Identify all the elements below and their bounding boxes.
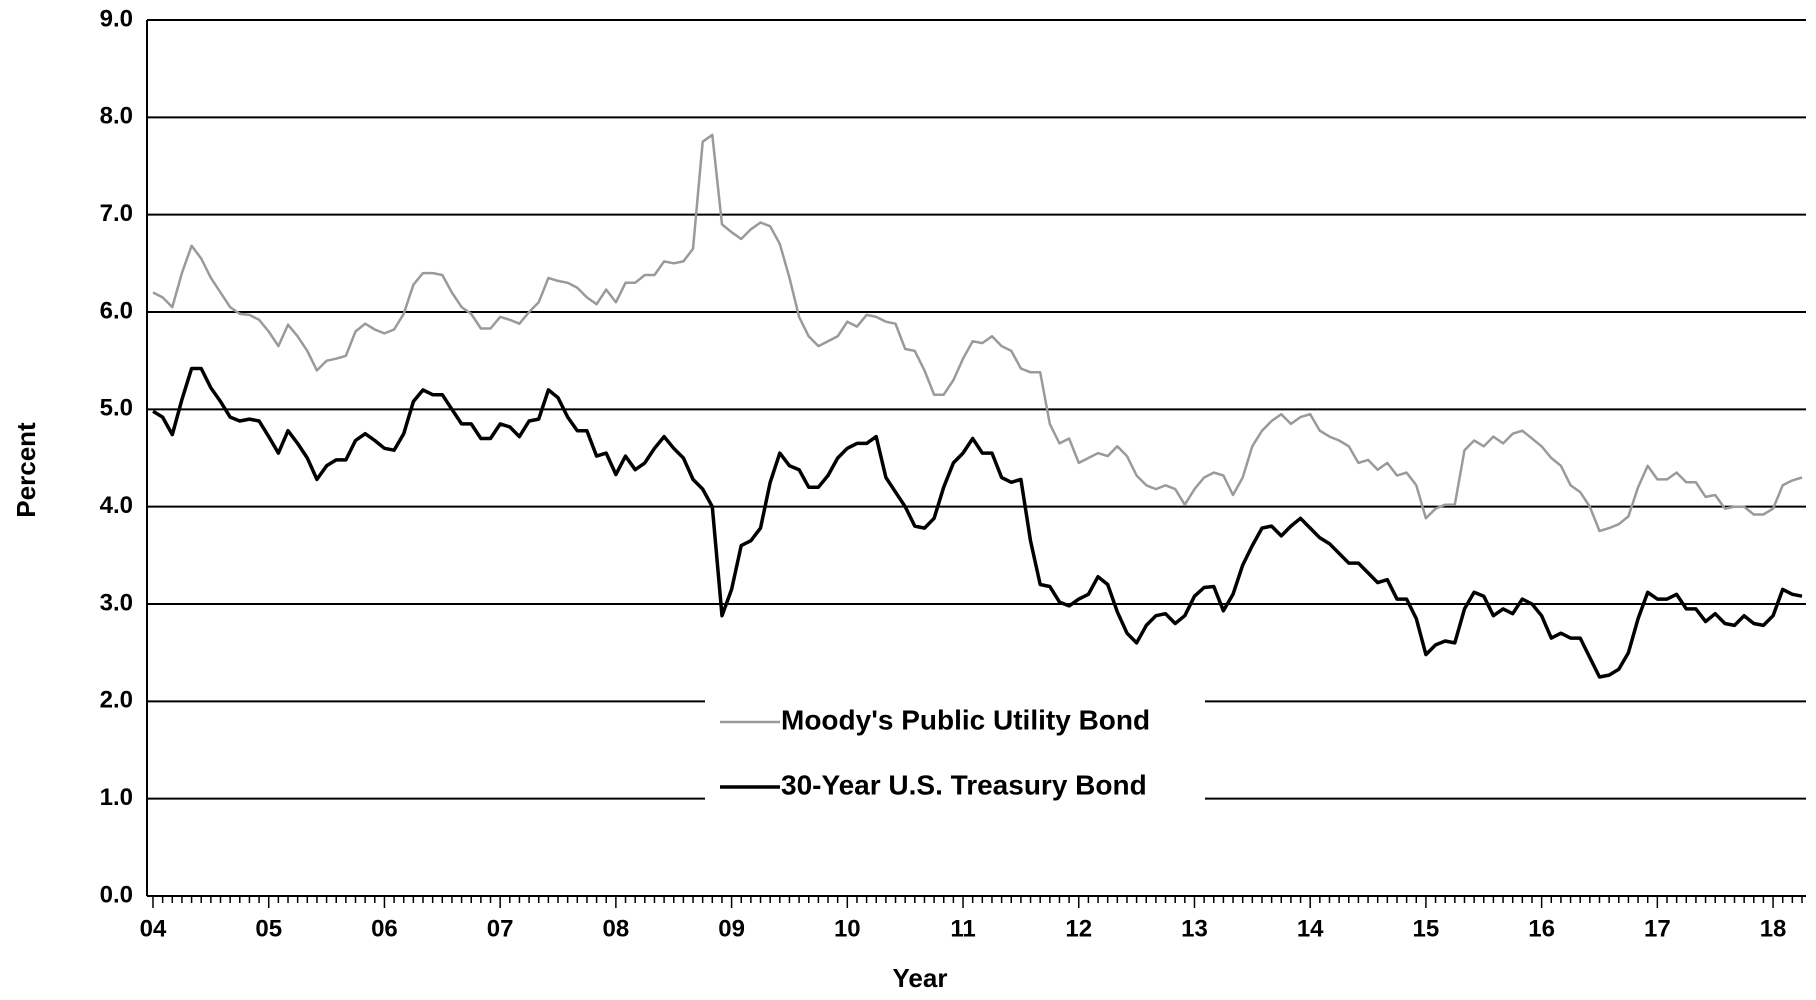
y-tick-label: 8.0 [100,103,133,130]
x-tick-label: 15 [1413,915,1440,942]
data-line [152,133,1803,533]
x-tick-label: 09 [718,915,745,942]
x-tick-label: 05 [255,915,282,942]
x-tick-label: 10 [834,915,861,942]
x-tick-label: 17 [1644,915,1671,942]
x-axis-title: Year [893,963,948,993]
y-tick-label: 2.0 [100,687,133,714]
x-tick-label: 14 [1297,915,1324,942]
y-tick-label: 1.0 [100,784,133,811]
y-axis-title: Percent [11,422,41,518]
y-tick-label: 9.0 [100,5,133,32]
legend-label: Moody's Public Utility Bond [781,704,1150,735]
legend-background [705,690,1205,815]
y-tick-label: 0.0 [100,881,133,908]
x-tick-label: 12 [1065,915,1092,942]
x-tick-label: 18 [1760,915,1787,942]
x-tick-label: 13 [1181,915,1208,942]
y-tick-label: 3.0 [100,589,133,616]
x-tick-label: 04 [140,915,167,942]
x-tick-label: 07 [487,915,514,942]
x-tick-label: 11 [950,915,975,942]
x-tick-label: 06 [371,915,398,942]
data-line [152,366,1803,679]
y-tick-label: 7.0 [100,200,133,227]
x-tick-label: 16 [1528,915,1555,942]
legend-label: 30-Year U.S. Treasury Bond [781,769,1147,800]
x-tick-label: 08 [603,915,630,942]
y-tick-label: 4.0 [100,492,133,519]
y-tick-label: 6.0 [100,297,133,324]
y-tick-label: 5.0 [100,395,133,422]
